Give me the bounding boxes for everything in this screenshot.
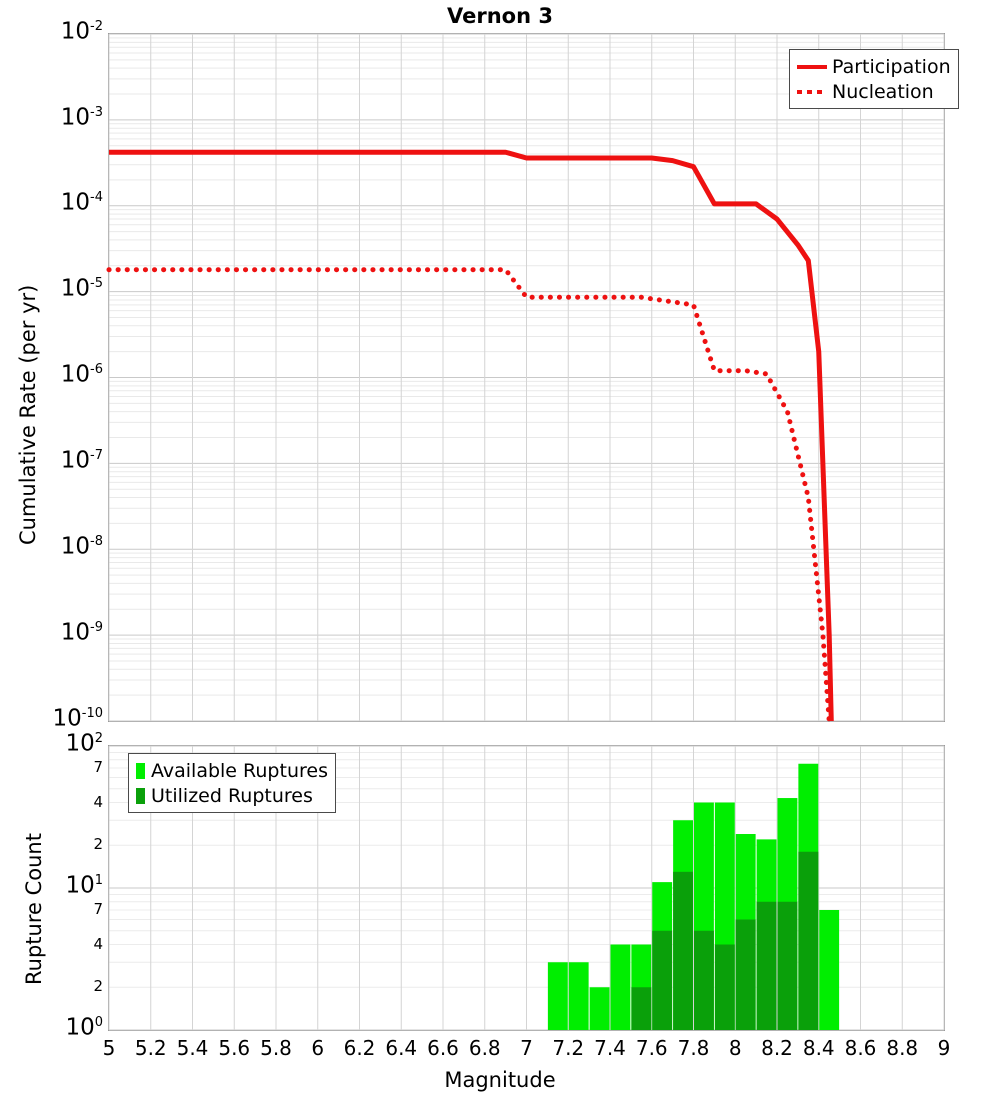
y-tick-label: 10-2	[60, 18, 103, 45]
bottom-legend: Available Ruptures Utilized Ruptures	[128, 753, 336, 813]
x-tick-label: 7.4	[594, 1036, 626, 1060]
bar-utilized	[756, 901, 777, 1030]
bar-utilized	[652, 930, 673, 1030]
x-tick-label: 5.4	[176, 1036, 209, 1060]
bar-available	[610, 944, 631, 1030]
bar-available	[568, 962, 589, 1030]
x-tick-label: 9	[937, 1036, 951, 1060]
x-tick-label: 5.8	[260, 1036, 292, 1060]
solid-line-swatch-icon	[797, 64, 827, 69]
x-tick-label: 8.6	[844, 1036, 877, 1060]
bar-available	[589, 987, 610, 1030]
x-tick-label: 5	[102, 1036, 116, 1060]
legend-item-nucleation: Nucleation	[797, 79, 951, 104]
bar-utilized	[798, 851, 819, 1030]
bar-utilized	[714, 944, 735, 1030]
y-tick-label: 10-5	[60, 276, 103, 303]
y-tick-label-minor: 2	[93, 835, 103, 854]
dotted-line-swatch-icon	[797, 89, 827, 94]
x-axis-label: Magnitude	[444, 1068, 556, 1092]
y-tick-label: 10-7	[60, 447, 103, 474]
legend-item-utilized-ruptures: Utilized Ruptures	[136, 783, 328, 808]
series-participation	[109, 149, 834, 722]
legend-item-participation: Participation	[797, 54, 951, 79]
chart-title: Vernon 3	[447, 4, 553, 28]
y-tick-label-minor: 4	[93, 792, 103, 811]
y-tick-label: 10-8	[60, 533, 103, 560]
y-tick-label: 100	[65, 1014, 103, 1041]
legend-label-available-ruptures: Available Ruptures	[151, 759, 328, 782]
y-tick-label: 101	[65, 872, 103, 899]
x-tick-label: 8.2	[761, 1036, 793, 1060]
y-tick-label: 10-6	[60, 361, 103, 388]
bar-available	[547, 962, 568, 1030]
x-tick-label: 7.6	[635, 1036, 668, 1060]
bar-utilized	[673, 871, 693, 1030]
x-tick-label: 8.8	[886, 1036, 919, 1060]
x-tick-label: 6.8	[468, 1036, 501, 1060]
bar-utilized	[777, 901, 798, 1030]
legend-item-available-ruptures: Available Ruptures	[136, 758, 328, 783]
bar-utilized	[694, 930, 714, 1030]
bar-utilized	[735, 919, 756, 1030]
y-tick-label-minor: 2	[93, 977, 103, 996]
y-tick-label: 10-3	[60, 104, 103, 131]
x-tick-label: 7	[520, 1036, 533, 1060]
legend-label-utilized-ruptures: Utilized Ruptures	[151, 784, 313, 807]
x-tick-label: 7.2	[552, 1036, 585, 1060]
available-swatch-icon	[136, 762, 145, 779]
x-tick-label: 8.4	[802, 1036, 835, 1060]
x-tick-label: 5.6	[218, 1036, 251, 1060]
y-tick-label: 10-9	[60, 619, 103, 646]
legend-label-participation: Participation	[832, 55, 951, 78]
y-tick-label: 10-4	[60, 190, 103, 217]
x-tick-label: 6.4	[385, 1036, 418, 1060]
top-legend: Participation Nucleation	[789, 49, 959, 109]
bar-utilized	[631, 987, 652, 1030]
x-tick-label: 6.6	[427, 1036, 459, 1060]
x-tick-label: 8	[728, 1036, 742, 1060]
legend-label-nucleation: Nucleation	[832, 80, 934, 103]
bar-available	[819, 909, 840, 1030]
x-tick-label: 6	[311, 1036, 325, 1060]
utilized-swatch-icon	[136, 787, 145, 804]
y-tick-label: 10-10	[52, 705, 103, 732]
x-tick-label: 7.8	[677, 1036, 710, 1060]
y-tick-label-minor: 4	[93, 934, 103, 953]
x-tick-label: 5.2	[134, 1036, 167, 1060]
y-tick-label-minor: 7	[93, 757, 103, 776]
x-tick-label: 6.2	[343, 1036, 376, 1060]
y-tick-label-minor: 7	[93, 899, 103, 918]
y-tick-label: 102	[65, 730, 103, 757]
